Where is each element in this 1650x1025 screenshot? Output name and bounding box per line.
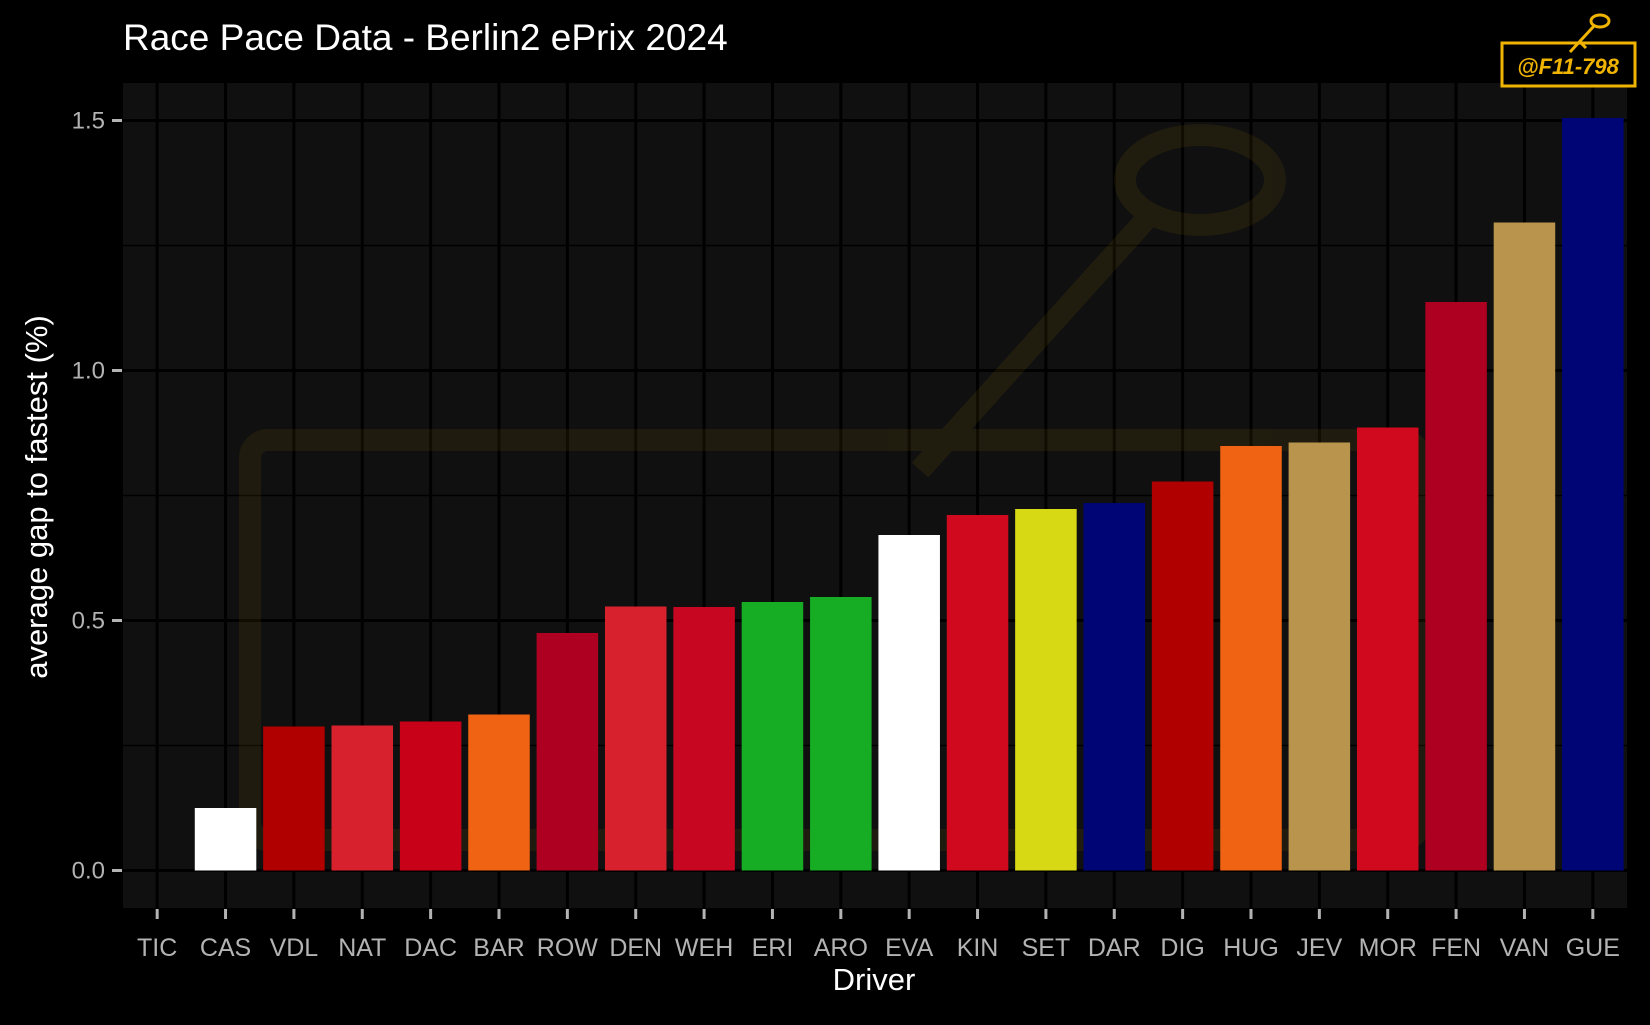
x-tick-label-mor: MOR	[1359, 934, 1417, 962]
watermark-logo: @F11-798	[1500, 13, 1637, 88]
x-tick-label-jev: JEV	[1296, 934, 1342, 962]
x-tick-label-dac: DAC	[404, 934, 457, 962]
bar-vdl	[263, 726, 325, 871]
bar-dar	[1083, 503, 1146, 871]
bars-group	[194, 118, 1624, 871]
x-tick-label-row: ROW	[537, 934, 599, 962]
x-tick-label-aro: ARO	[814, 934, 868, 962]
bar-hug	[1220, 446, 1282, 871]
bar-eri	[741, 602, 804, 871]
x-tick-label-van: VAN	[1500, 934, 1550, 962]
bar-weh	[673, 607, 735, 871]
x-tick-label-kin: KIN	[957, 934, 999, 962]
x-tick-label-fen: FEN	[1431, 934, 1481, 962]
bar-kin	[946, 515, 1009, 871]
bar-eva	[878, 535, 940, 871]
x-tick-label-set: SET	[1022, 934, 1071, 962]
x-tick-label-vdl: VDL	[270, 934, 319, 962]
x-tick-label-eva: EVA	[885, 934, 933, 962]
y-axis-title: average gap to fastest (%)	[19, 315, 54, 679]
x-axis-title: Driver	[833, 962, 916, 997]
y-tick-label: 1.5	[72, 108, 105, 135]
y-tick-label: 1.0	[72, 358, 105, 385]
bar-set	[1015, 509, 1077, 871]
bar-jev	[1288, 442, 1351, 871]
bar-dac	[399, 721, 462, 871]
x-tick-label-tic: TIC	[137, 934, 177, 962]
bar-row	[536, 633, 599, 871]
x-tick-label-den: DEN	[609, 934, 662, 962]
chart-title: Race Pace Data - Berlin2 ePrix 2024	[123, 17, 728, 58]
bar-fen	[1425, 302, 1487, 871]
bar-gue	[1562, 118, 1624, 871]
bar-dig	[1151, 481, 1214, 871]
key-icon	[1568, 13, 1611, 54]
x-tick-label-eri: ERI	[752, 934, 794, 962]
x-tick-label-gue: GUE	[1566, 934, 1620, 962]
x-tick-label-weh: WEH	[675, 934, 733, 962]
bar-nat	[331, 725, 394, 871]
watermark-badge	[1500, 41, 1637, 88]
x-axis: TIC CAS VDL NAT DAC BAR ROW DEN WEH ERI ARO EVA KIN S…	[137, 909, 1620, 962]
x-tick-label-dig: DIG	[1160, 934, 1204, 962]
bar-bar	[468, 714, 530, 871]
bar-mor	[1356, 427, 1419, 871]
x-tick-label-cas: CAS	[200, 934, 251, 962]
x-tick-label-hug: HUG	[1223, 934, 1279, 962]
bar-den	[604, 606, 667, 871]
y-tick-label: 0.0	[72, 858, 105, 885]
bar-aro	[810, 597, 872, 871]
x-tick-label-dar: DAR	[1088, 934, 1141, 962]
x-tick-label-nat: NAT	[338, 934, 386, 962]
y-tick-label: 0.5	[72, 608, 105, 635]
bar-cas	[194, 808, 257, 871]
x-tick-label-bar: BAR	[473, 934, 524, 962]
watermark-text: @F11-798	[1517, 54, 1620, 79]
bar-van	[1493, 222, 1556, 871]
y-axis: 0.0 0.5 1.0 1.5	[72, 108, 122, 885]
